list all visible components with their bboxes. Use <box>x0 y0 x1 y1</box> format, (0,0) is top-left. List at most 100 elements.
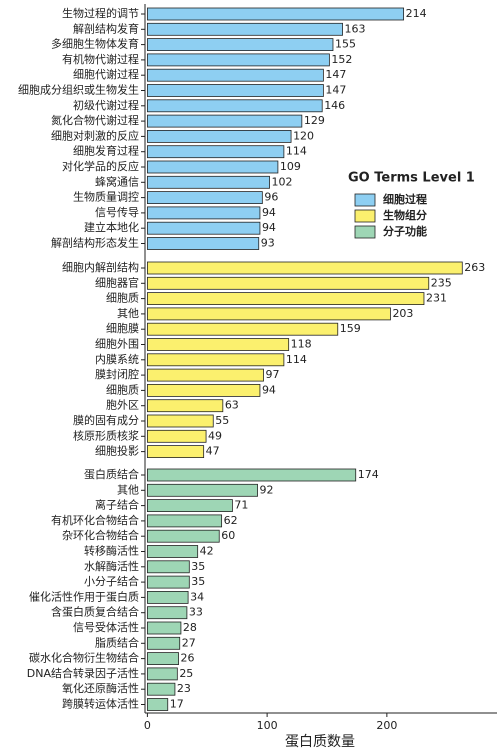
bar <box>146 53 330 67</box>
value-label: 114 <box>286 353 307 366</box>
y-tick-label: 细胞投影 <box>95 444 139 458</box>
value-label: 35 <box>191 575 205 588</box>
bar <box>146 68 324 82</box>
value-label: 94 <box>262 206 276 219</box>
value-label: 102 <box>272 175 293 188</box>
value-label: 118 <box>291 338 312 351</box>
value-label: 129 <box>304 114 325 127</box>
y-tick-label: 建立本地化 <box>84 220 139 234</box>
y-tick-label: 氧化还原酶活性 <box>62 681 139 695</box>
y-tick-label: 跨膜转运体活性 <box>62 697 139 711</box>
value-label: 235 <box>431 276 452 289</box>
bar <box>146 145 285 159</box>
bar <box>146 160 279 174</box>
value-label: 109 <box>280 160 301 173</box>
y-tick-label: 细胞发育过程 <box>73 144 139 158</box>
bar <box>146 99 323 113</box>
value-label: 17 <box>170 698 184 711</box>
bar <box>146 652 179 665</box>
legend-swatch <box>354 193 376 207</box>
value-label: 47 <box>206 445 220 458</box>
bar <box>146 429 207 443</box>
y-tick-label: 初级代谢过程 <box>73 98 139 112</box>
value-label: 92 <box>260 483 274 496</box>
y-tick-label: 转移酶活性 <box>84 544 139 558</box>
y-tick-label: 胞外区 <box>106 399 139 412</box>
bar <box>146 261 463 275</box>
legend-swatch <box>354 209 376 223</box>
y-tick-label: 细胞器官 <box>95 275 139 289</box>
y-tick-label: 核原形质核浆 <box>73 428 139 442</box>
y-tick-label: 细胞代谢过程 <box>73 67 139 81</box>
value-label: 42 <box>200 545 214 558</box>
value-label: 147 <box>325 68 346 81</box>
value-label: 94 <box>262 383 276 396</box>
y-tick-label: 内膜系统 <box>95 352 139 366</box>
y-tick-label: 对化学品的反应 <box>62 159 139 173</box>
value-label: 96 <box>264 191 278 204</box>
bar <box>146 499 233 513</box>
y-tick-label: 信号传导 <box>95 206 139 219</box>
value-label: 214 <box>406 7 427 20</box>
y-tick-label: 其他 <box>117 483 139 496</box>
bar <box>146 468 357 482</box>
y-tick-label: 解剖结构形态发生 <box>51 236 139 250</box>
bar <box>146 221 261 235</box>
legend-title: GO Terms Level 1 <box>348 171 475 186</box>
bar <box>146 383 261 397</box>
legend-label: 生物组分 <box>383 208 427 222</box>
y-tick-label: 有机物代谢过程 <box>62 52 139 66</box>
bar <box>146 129 292 143</box>
y-tick-label: 脂质结合 <box>95 635 139 649</box>
bar <box>146 514 223 528</box>
bar <box>146 276 430 290</box>
value-label: 97 <box>266 368 280 381</box>
value-label: 94 <box>262 221 276 234</box>
bar <box>146 698 169 711</box>
y-tick-label: 信号受体活性 <box>73 620 139 634</box>
bar <box>146 621 182 635</box>
bar <box>146 353 285 367</box>
y-tick-label: 解剖结构发育 <box>73 21 139 35</box>
bar <box>146 175 270 189</box>
legend-label: 细胞过程 <box>383 192 427 206</box>
bar <box>146 206 261 220</box>
bar <box>146 414 214 428</box>
y-tick-label: 小分子结合 <box>84 574 139 588</box>
value-label: 146 <box>324 99 345 112</box>
y-tick-label: 其他 <box>117 307 139 320</box>
y-tick-label: 细胞内解剖结构 <box>62 260 139 274</box>
y-tick-label: 有机环化合物结合 <box>51 513 139 527</box>
bar <box>146 38 334 51</box>
y-tick-label: 细胞质 <box>106 292 139 305</box>
bar <box>146 483 258 497</box>
y-tick-label: 细胞外围 <box>95 338 139 351</box>
y-tick-label: 离子结合 <box>95 498 139 512</box>
y-tick-label: 膜封闭腔 <box>95 367 139 381</box>
bar <box>146 560 190 574</box>
value-label: 159 <box>340 322 361 335</box>
legend-swatch <box>354 225 376 239</box>
bar <box>146 22 343 36</box>
y-tick-label: 细胞成分组织或生物发生 <box>18 83 139 97</box>
value-label: 26 <box>181 652 195 665</box>
y-tick-label: 蜂窝通信 <box>95 174 139 188</box>
y-tick-label: 多细胞生物体发育 <box>51 37 139 51</box>
bar <box>146 237 260 250</box>
x-tick-label: 100 <box>257 719 278 732</box>
value-label: 155 <box>335 38 356 51</box>
value-label: 35 <box>191 560 205 573</box>
y-tick-label: 膜的固有成分 <box>73 413 139 427</box>
bar <box>146 114 303 128</box>
x-tick-label: 0 <box>144 719 151 732</box>
y-tick-label: 蛋白质结合 <box>84 467 139 481</box>
bar <box>146 292 425 306</box>
value-label: 62 <box>224 514 238 527</box>
y-tick-label: 杂环化合物结合 <box>62 528 139 542</box>
bar <box>146 667 178 681</box>
y-tick-label: 碳水化合物衍生物结合 <box>29 651 139 665</box>
bar <box>146 399 224 413</box>
bar <box>146 445 205 459</box>
value-label: 27 <box>182 636 196 649</box>
value-label: 63 <box>225 399 239 412</box>
